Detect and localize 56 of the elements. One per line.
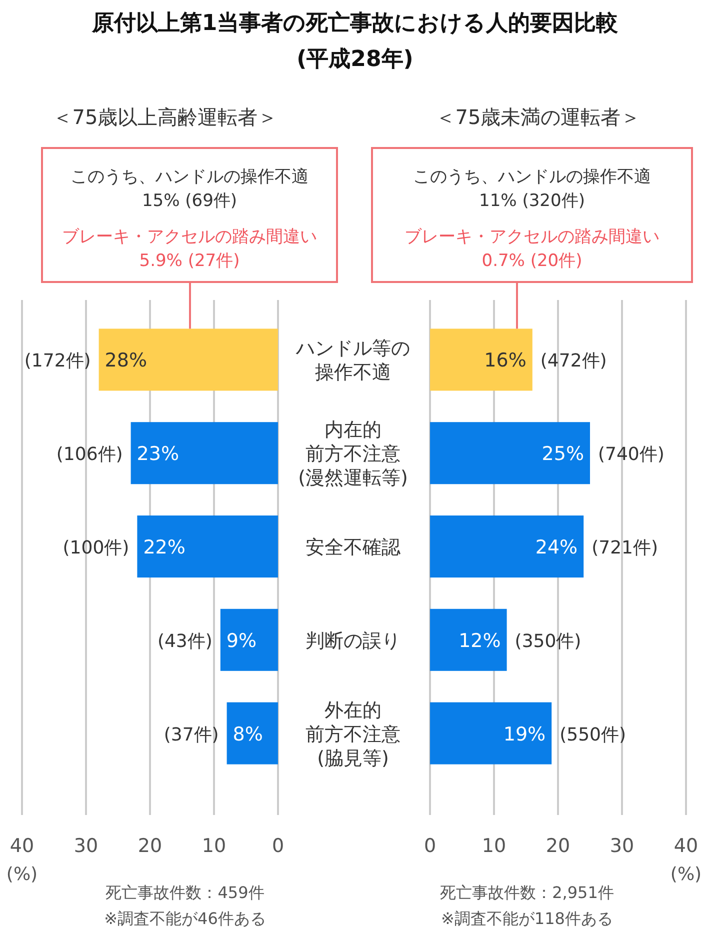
bar <box>220 608 278 671</box>
y-tick-label: 判断の誤り <box>306 630 400 652</box>
text: ブレーキ・アクセルの踏み間違い 5.9% (27件) <box>62 227 317 271</box>
data-label: 23% <box>136 443 180 466</box>
data-label: 9% <box>226 630 257 652</box>
y-tick-label: 内在的前方不注意(漫然運転等) <box>298 419 408 490</box>
bar <box>130 422 278 484</box>
annotation: (37件) <box>164 724 219 746</box>
annotation: (100件) <box>62 538 130 558</box>
x-tick-label: 0 <box>272 835 284 857</box>
annotation: (350件) <box>514 630 582 652</box>
x-tick-label: 20 <box>546 835 570 857</box>
text: 死亡事故件数：459件 ※調査不能が46件ある <box>104 883 266 928</box>
bar <box>430 422 590 484</box>
annotation: (472件) <box>540 350 607 372</box>
data-label: 24% <box>535 536 578 558</box>
chart-subtitle: ＜75歳以上高齢運転者＞ <box>52 105 278 129</box>
annotation: (721件) <box>592 538 658 558</box>
bar <box>98 328 278 391</box>
x-tick-label: 30 <box>74 835 98 857</box>
annotation: (740件) <box>598 444 664 466</box>
data-label: 8% <box>232 723 263 746</box>
text: このうち、ハンドルの操作不適 11% (320件) <box>413 167 651 211</box>
data-label: 16% <box>484 350 526 372</box>
x-tick-label: 20 <box>138 835 162 857</box>
x-tick-label: 30 <box>610 835 634 857</box>
bar <box>430 328 532 391</box>
x-axis-title: (%) <box>670 864 702 885</box>
x-tick-label: 10 <box>482 835 506 857</box>
bar <box>430 702 552 764</box>
text: 原付以上第1当事者の死亡事故における人的要因比較 (平成28年) <box>90 10 620 72</box>
annotation: (172件) <box>24 350 91 372</box>
text: ブレーキ・アクセルの踏み間違い 0.7% (20件) <box>404 227 660 271</box>
annotation: (550件) <box>560 724 626 746</box>
y-tick-label: 外在的前方不注意(脇見等) <box>306 699 400 770</box>
chart-subtitle: ＜75歳未満の運転者＞ <box>435 105 641 129</box>
x-tick-label: 40 <box>674 835 698 857</box>
y-tick-label: ハンドル等の操作不適 <box>295 338 410 384</box>
x-axis-title: (%) <box>6 864 38 885</box>
bar <box>430 608 507 671</box>
data-label: 25% <box>542 443 584 466</box>
bar <box>137 515 278 578</box>
y-tick-label: 安全不確認 <box>306 536 400 558</box>
annotation: (106件) <box>56 444 123 466</box>
data-label: 12% <box>458 630 501 652</box>
data-label: 28% <box>104 350 148 372</box>
text: このうち、ハンドルの操作不適 15% (69件) <box>70 167 308 211</box>
data-label: 19% <box>503 723 546 746</box>
x-tick-label: 40 <box>10 835 34 857</box>
annotation: (43件) <box>157 630 212 652</box>
x-tick-label: 10 <box>202 835 226 857</box>
x-tick-label: 0 <box>424 835 436 857</box>
text: 死亡事故件数：2,951件 ※調査不能が118件ある <box>440 883 614 928</box>
bar <box>430 515 584 578</box>
bar <box>226 702 278 764</box>
data-label: 22% <box>143 536 186 558</box>
